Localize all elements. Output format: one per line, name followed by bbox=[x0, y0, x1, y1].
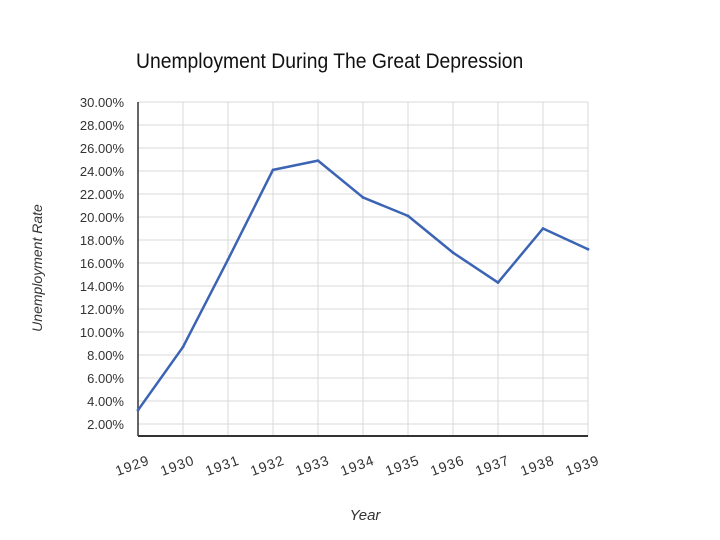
x-tick-label: 1931 bbox=[203, 452, 242, 479]
y-tick-label: 20.00% bbox=[80, 210, 125, 225]
y-tick-label: 14.00% bbox=[80, 279, 125, 294]
y-tick-label: 22.00% bbox=[80, 187, 125, 202]
axes bbox=[137, 102, 588, 437]
y-tick-label: 2.00% bbox=[87, 417, 124, 432]
y-axis-label: Unemployment Rate bbox=[29, 204, 45, 332]
y-tick-labels: 2.00% 4.00% 6.00% 8.00% 10.00% 12.00% 14.00% 16… bbox=[80, 95, 125, 432]
y-tick-label: 26.00% bbox=[80, 141, 125, 156]
y-tick-label: 12.00% bbox=[80, 302, 125, 317]
y-tick-label: 30.00% bbox=[80, 95, 125, 110]
data-point bbox=[181, 345, 185, 349]
data-point bbox=[451, 251, 455, 255]
x-tick-label: 1937 bbox=[473, 452, 512, 479]
y-tick-label: 8.00% bbox=[87, 348, 124, 363]
x-tick-labels: 1929 1930 1931 1932 1933 1934 1935 1936 1937 1938… bbox=[113, 452, 602, 479]
y-tick-label: 10.00% bbox=[80, 325, 125, 340]
data-point bbox=[271, 168, 275, 172]
x-tick-label: 1929 bbox=[113, 452, 152, 479]
y-tick-label: 16.00% bbox=[80, 256, 125, 271]
x-tick-label: 1935 bbox=[383, 452, 422, 479]
y-tick-label: 28.00% bbox=[80, 118, 125, 133]
data-point bbox=[226, 258, 230, 261]
x-tick-label: 1933 bbox=[293, 452, 332, 479]
x-tick-label: 1938 bbox=[518, 452, 557, 479]
x-tick-label: 1932 bbox=[248, 452, 287, 479]
data-point bbox=[496, 281, 500, 284]
series-layer bbox=[136, 159, 590, 412]
data-point bbox=[316, 159, 320, 163]
y-tick-label: 4.00% bbox=[87, 394, 124, 409]
y-tick-label: 6.00% bbox=[87, 371, 124, 386]
y-tick-label: 18.00% bbox=[80, 233, 125, 248]
data-point bbox=[136, 408, 140, 412]
x-tick-label: 1936 bbox=[428, 452, 467, 479]
data-point bbox=[406, 214, 410, 218]
x-axis-label: Year bbox=[350, 507, 382, 524]
data-point bbox=[541, 227, 545, 230]
grid-lines bbox=[137, 101, 589, 436]
y-tick-label: 24.00% bbox=[80, 164, 125, 179]
x-tick-label: 1930 bbox=[158, 452, 197, 479]
data-point bbox=[586, 247, 590, 251]
chart-title: Unemployment During The Great Depression bbox=[136, 50, 524, 73]
x-tick-label: 1939 bbox=[563, 452, 602, 479]
x-tick-label: 1934 bbox=[338, 452, 377, 479]
data-point bbox=[361, 196, 365, 199]
